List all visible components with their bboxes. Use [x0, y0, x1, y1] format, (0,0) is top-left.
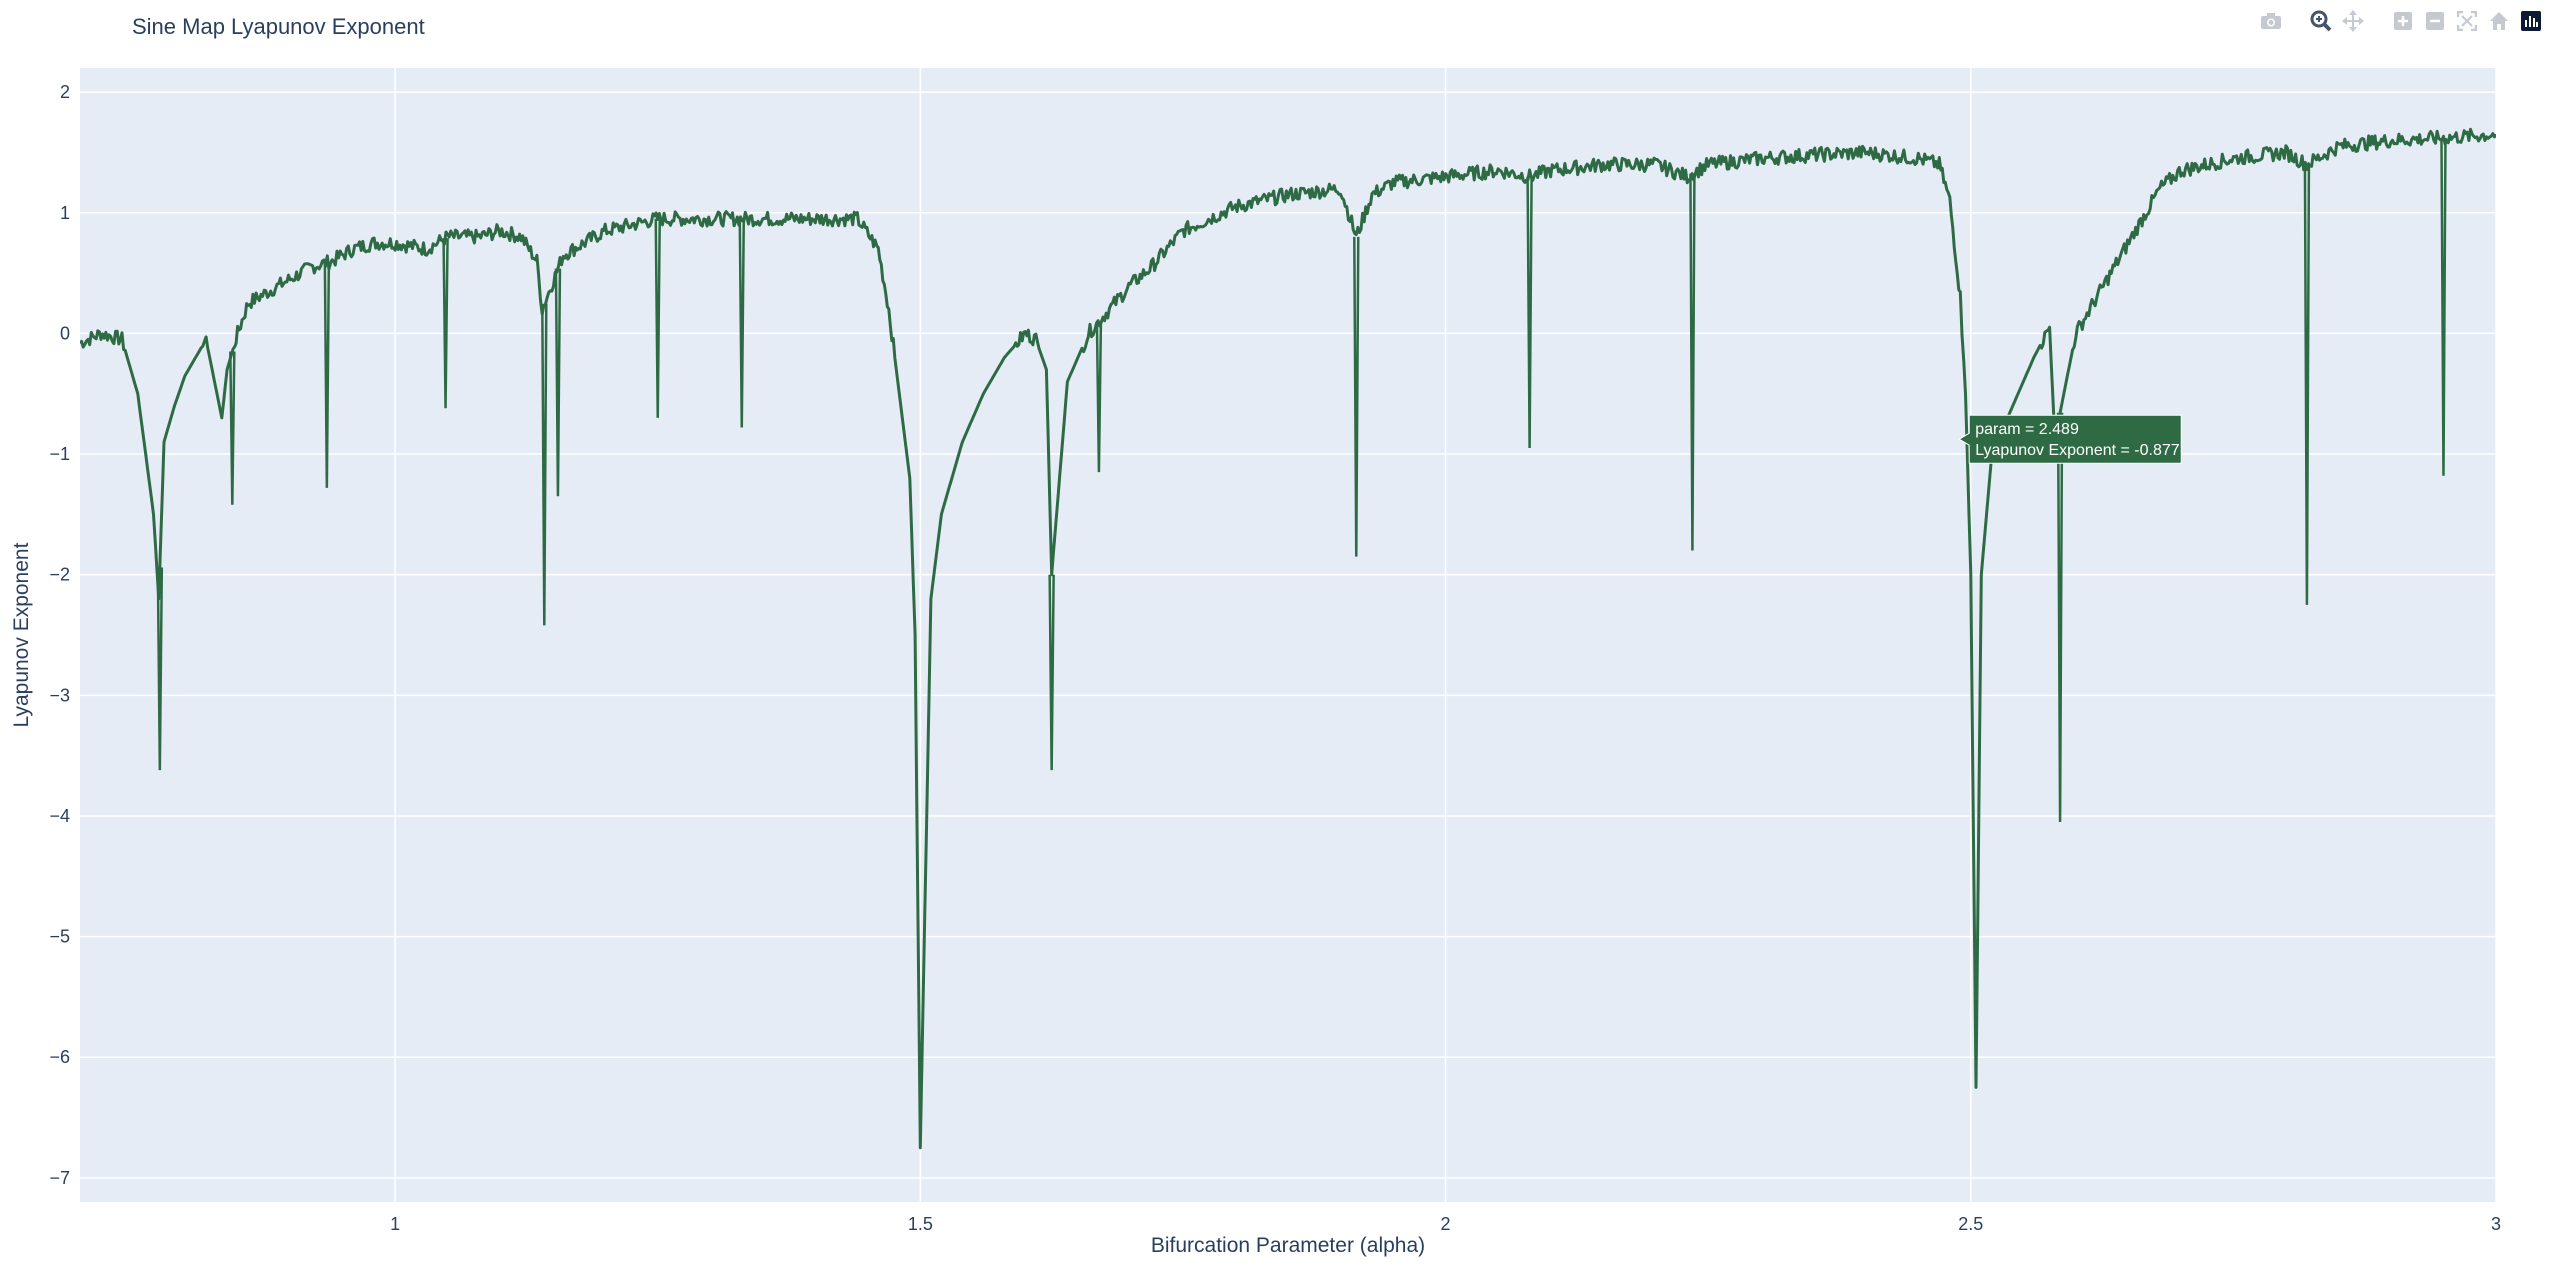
x-axis-ticks: 1 1.5 2 2.5 3 [390, 1214, 2501, 1234]
y-tick-label: 0 [60, 323, 70, 343]
y-tick-label: 1 [60, 203, 70, 223]
x-tick-label: 1 [390, 1214, 400, 1234]
autoscale-icon[interactable] [2454, 8, 2480, 34]
zoom-in-icon[interactable] [2390, 8, 2416, 34]
y-tick-label: −1 [49, 444, 70, 464]
series-spike [229, 351, 236, 505]
lyapunov-series-line[interactable] [80, 127, 2496, 1150]
series-spike [1095, 321, 1103, 473]
plot-area[interactable] [80, 68, 2496, 1202]
series-spike [1353, 236, 1360, 557]
camera-icon[interactable] [2258, 8, 2284, 34]
zoom-out-icon[interactable] [2422, 8, 2448, 34]
hover-text-param: param = 2.489 [1975, 421, 2079, 438]
y-tick-label: −4 [49, 806, 70, 826]
x-tick-label: 2.5 [1958, 1214, 1983, 1234]
pan-icon[interactable] [2340, 8, 2366, 34]
series-spike [323, 262, 331, 488]
series-spike [442, 238, 449, 409]
series-spike [654, 218, 661, 418]
y-tick-label: −7 [49, 1168, 70, 1188]
modebar [2258, 8, 2544, 34]
reset-axes-icon[interactable] [2486, 8, 2512, 34]
hover-text-value: Lyapunov Exponent = -0.877 [1975, 442, 2180, 459]
series-spike [2056, 412, 2064, 822]
plotly-logo-icon[interactable] [2518, 8, 2544, 34]
y-axis-ticks: 2 1 0 −1 −2 −3 −4 −5 −6 −7 [49, 82, 70, 1188]
y-tick-label: −3 [49, 685, 70, 705]
series-spike [2440, 137, 2447, 476]
zoom-icon[interactable] [2308, 8, 2334, 34]
x-tick-label: 2 [1441, 1214, 1451, 1234]
x-axis-title: Bifurcation Parameter (alpha) [1151, 1234, 1425, 1257]
y-tick-label: 2 [60, 82, 70, 102]
grid-lines [80, 68, 2497, 1202]
x-tick-label: 1.5 [908, 1214, 933, 1234]
y-axis-title: Lyapunov Exponent [10, 542, 33, 727]
series-spike [738, 218, 746, 428]
series-spike [2303, 164, 2311, 605]
y-tick-label: −5 [49, 927, 70, 947]
x-tick-label: 3 [2491, 1214, 2501, 1234]
hover-tooltip: param = 2.489 Lyapunov Exponent = -0.877 [1958, 414, 2182, 464]
chart-title: Sine Map Lyapunov Exponent [132, 14, 425, 39]
y-tick-label: −6 [49, 1047, 70, 1067]
series-spike [1689, 173, 1696, 551]
y-tick-label: −2 [49, 565, 70, 585]
